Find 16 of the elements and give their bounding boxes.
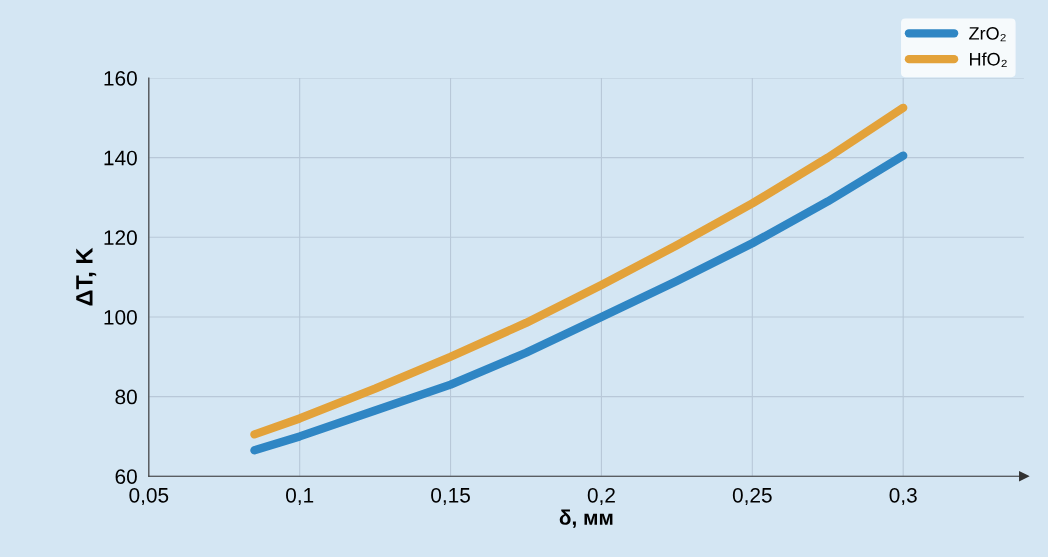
y-tick-label: 140 <box>104 150 137 166</box>
y-tick-label: 100 <box>104 309 137 325</box>
x-tick-label: 0,1 <box>286 487 314 506</box>
x-tick-label: 0,2 <box>587 487 615 506</box>
x-tick-label: 0,15 <box>431 487 470 506</box>
x-axis-title: δ, мм <box>559 509 613 528</box>
legend-label: HfO₂ <box>970 52 1007 68</box>
y-axis-title: ΔT, K <box>76 247 97 306</box>
y-tick-label: 60 <box>115 469 137 484</box>
x-tick-label: 0,05 <box>129 487 169 506</box>
y-tick-label: 80 <box>115 389 137 405</box>
y-tick-label: 120 <box>104 230 137 246</box>
x-tick-label: 0,3 <box>889 487 917 506</box>
x-tick-label: 0,25 <box>732 487 772 506</box>
legend-label: ZrO₂ <box>969 27 1006 42</box>
y-tick-label: 160 <box>104 70 137 86</box>
